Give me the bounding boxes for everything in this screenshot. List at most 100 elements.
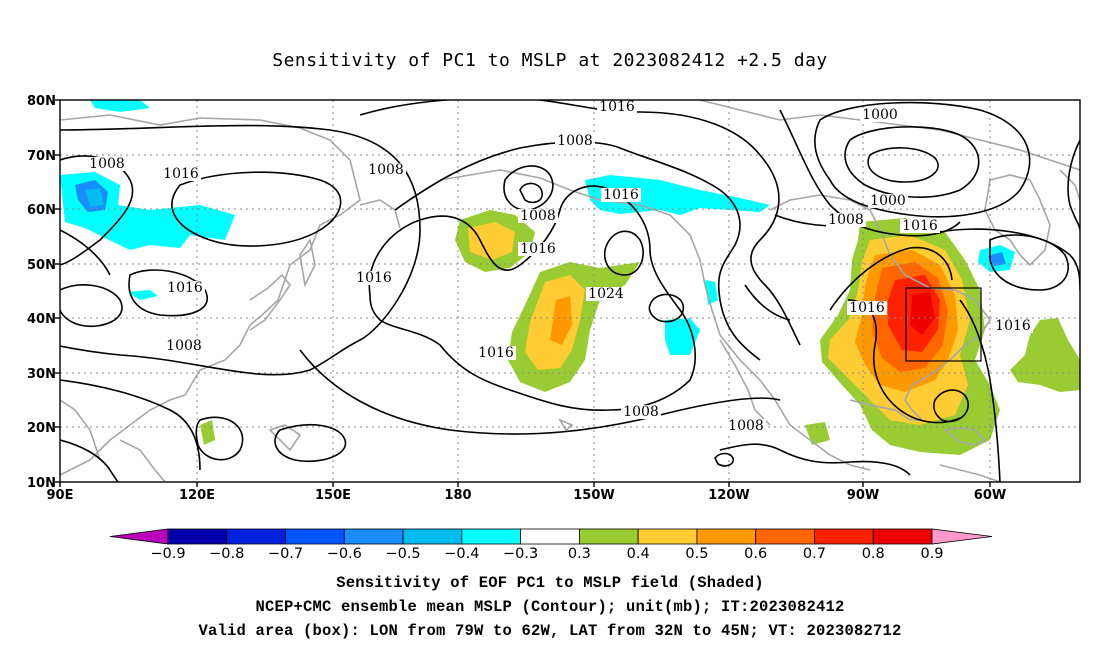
colorbar-label: 0.7 [803, 546, 826, 562]
lon-label: 120E [179, 488, 215, 503]
contour-line [394, 141, 761, 361]
contour-label-bg [601, 188, 641, 202]
contour-label: 1016 [167, 280, 203, 296]
contour-line [1067, 139, 1080, 231]
contour-label-bg [476, 346, 516, 360]
contour-label: 1016 [603, 187, 639, 203]
contour-label-bg [555, 134, 595, 148]
chart-title: Sensitivity of PC1 to MSLP at 2023082412… [272, 50, 828, 71]
contour-label: 1008 [89, 156, 125, 172]
contour-line [959, 299, 1001, 482]
colorbar-label: −0.7 [268, 546, 303, 562]
contour-label: 1016 [520, 241, 556, 257]
map-frame [59, 99, 1081, 483]
lon-label: 60W [974, 488, 1006, 503]
lon-label: 90E [47, 488, 74, 503]
colorbar-label: −0.5 [385, 546, 420, 562]
contour-label-bg [826, 213, 866, 227]
contour-line [519, 182, 543, 204]
colorbar-label: 0.4 [627, 546, 650, 562]
contour-label: 1008 [557, 133, 593, 149]
grid-lines [60, 100, 1080, 482]
coastline [939, 464, 1001, 482]
colorbar-label: 0.8 [862, 546, 885, 562]
contour-label-bg [87, 157, 127, 171]
colorbar-segment [167, 528, 228, 545]
contour-label: 1008 [623, 404, 659, 420]
colorbar-segment [461, 528, 522, 545]
contour-label-bg [586, 287, 626, 301]
contour-line [933, 389, 969, 423]
contour-label: 1016 [849, 300, 885, 316]
colorbar-segment [696, 528, 757, 545]
contour-label: 1008 [828, 212, 864, 228]
contour-label-bg [860, 108, 900, 122]
colorbar-label: −0.6 [327, 546, 362, 562]
contour-label-bg [518, 242, 558, 256]
contour-label-bg [868, 194, 908, 208]
lat-label: 80N [27, 94, 56, 109]
colorbar-segment [872, 528, 933, 545]
positive-region [910, 292, 935, 335]
colorbar-upper-triangle [931, 528, 993, 545]
contour-label: 1000 [862, 107, 898, 123]
contour-label-bg [161, 167, 201, 181]
lon-label: 120W [708, 488, 749, 503]
colorbar-label: 0.6 [744, 546, 767, 562]
contour-line [60, 439, 119, 482]
contour-label-bg [354, 271, 394, 285]
contour-line [60, 124, 421, 376]
contour-label-bg [993, 319, 1033, 333]
contour-line [844, 126, 980, 198]
colorbar-label: −0.8 [209, 546, 244, 562]
coastline [439, 169, 871, 471]
contour-line [60, 229, 111, 276]
positive-region [468, 222, 515, 260]
contour-line [714, 452, 735, 467]
coastline [359, 199, 401, 229]
coastline [849, 399, 920, 421]
colorbar-segment [343, 528, 404, 545]
colorbar-label: −0.9 [150, 546, 185, 562]
lon-label: 180 [444, 488, 471, 503]
coastline [119, 439, 166, 482]
colorbar-label: −0.3 [503, 546, 538, 562]
coastline [699, 100, 1080, 171]
coastline [299, 237, 316, 288]
lat-label: 70N [27, 149, 56, 164]
contour-label-bg [621, 405, 661, 419]
contour-line [128, 269, 208, 317]
positive-region [200, 420, 215, 445]
coastline [719, 339, 771, 426]
colorbar-lower-triangle [109, 528, 169, 545]
lat-label: 60N [27, 203, 56, 218]
contour-line [744, 284, 791, 321]
contour-line [60, 284, 123, 327]
contour-label: 1016 [356, 270, 392, 286]
valid-area-box [905, 287, 982, 362]
contour-line [299, 349, 781, 435]
axis-ticks [55, 99, 991, 487]
coastline [558, 418, 574, 432]
positive-region [550, 296, 572, 345]
contour-label-bg [726, 419, 766, 433]
coastline [249, 273, 291, 331]
contour-label: 1000 [870, 193, 906, 209]
negative-region [665, 318, 700, 355]
caption-line-3: Valid area (box): LON from 79W to 62W, L… [198, 622, 902, 640]
coastline [268, 424, 302, 452]
contour-line [814, 101, 1031, 218]
lat-axis-labels: 80N 70N 60N 50N 40N 30N 20N 10N [27, 94, 56, 491]
coastline [769, 194, 991, 421]
contour-label: 1008 [166, 338, 202, 354]
lon-axis-labels: 90E 120E 150E 180 150W 120W 90W 60W [47, 488, 1007, 503]
caption-line-1: Sensitivity of EOF PC1 to MSLP field (Sh… [336, 574, 764, 592]
coastlines [60, 100, 1080, 482]
contour-label: 1008 [728, 418, 764, 434]
contour-label: 1016 [478, 345, 514, 361]
positive-region [805, 422, 830, 445]
colorbar-label: 0.5 [685, 546, 708, 562]
colorbar-segment [637, 528, 698, 545]
colorbar-segment [814, 528, 874, 545]
